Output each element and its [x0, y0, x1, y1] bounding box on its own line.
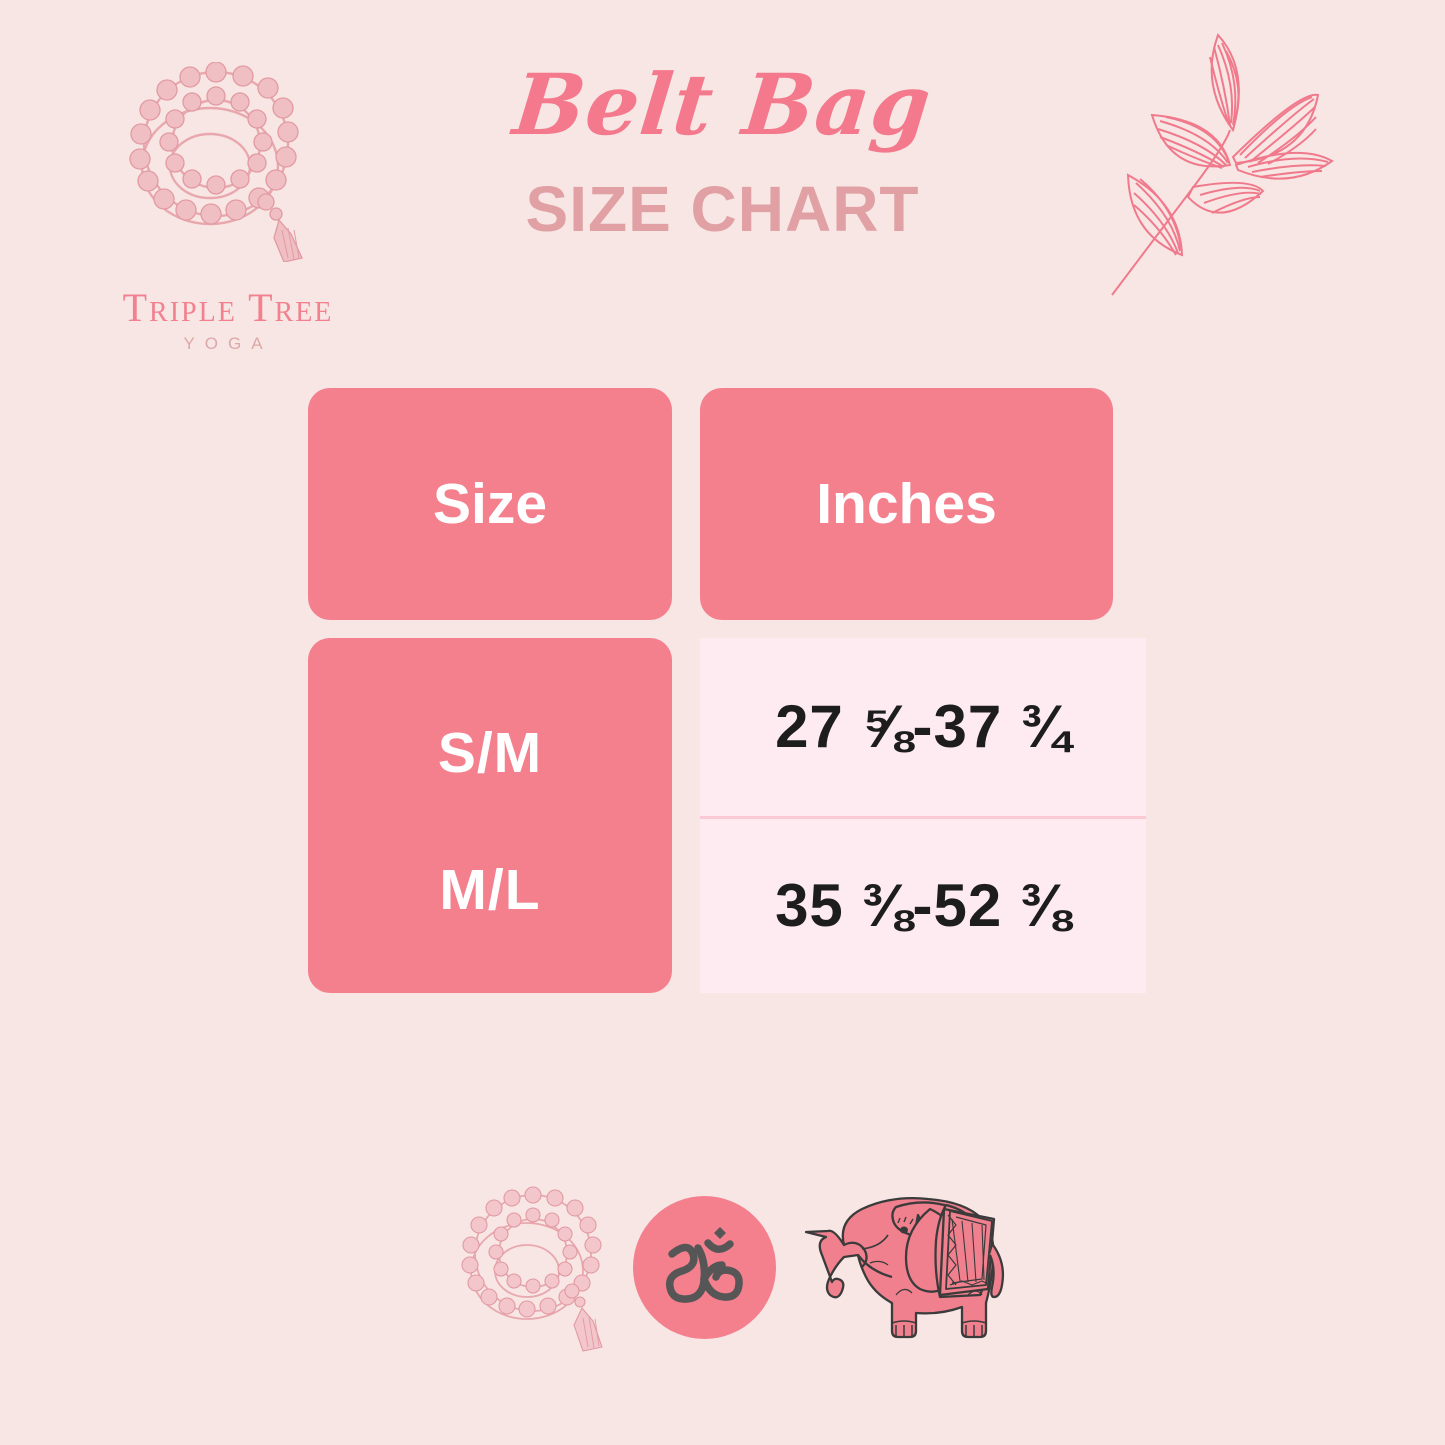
table-header-inches: Inches	[700, 388, 1113, 620]
botanical-leaf-branch-icon	[1100, 25, 1390, 315]
header-size-label: Size	[432, 472, 548, 536]
brand-name: Triple Tree	[122, 285, 334, 330]
inches-column: 27 ⅝-37 ¾ 35 ⅜-52 ⅜	[700, 638, 1146, 993]
inches-value-1: 27 ⅝-37 ¾	[775, 693, 1071, 761]
brand-tagline: YOGA	[183, 334, 273, 353]
size-column: S/M M/L	[308, 638, 672, 993]
size-value-2: M/L	[439, 858, 541, 923]
inches-value-2: 35 ⅜-52 ⅜	[700, 815, 1146, 994]
mala-beads-icon	[455, 1185, 615, 1355]
size-value-1: S/M	[437, 720, 543, 785]
table-header-size: Size	[308, 388, 672, 620]
page-title: SIZE CHART	[525, 173, 920, 245]
elephant-icon	[800, 1185, 1012, 1357]
om-symbol-icon	[633, 1196, 776, 1339]
header-inches-label: Inches	[816, 472, 997, 536]
brand-logo: Triple Tree YOGA	[78, 61, 378, 353]
mala-beads-logo-icon	[116, 61, 326, 263]
